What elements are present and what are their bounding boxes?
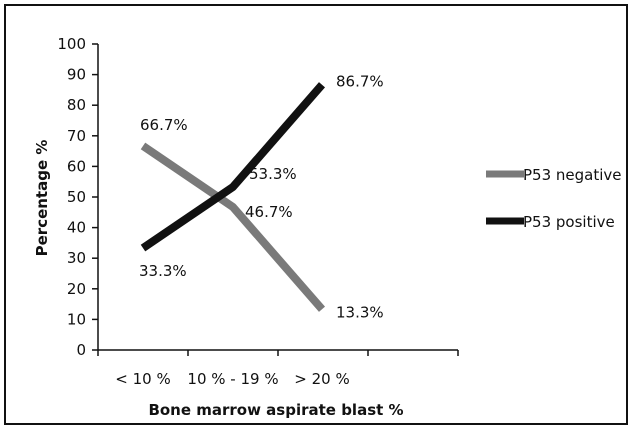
series-lines [140,82,326,312]
x-tick-label: < 10 % [115,370,170,388]
series-line-p53-negative [140,142,326,312]
x-tick-label: 10 % - 19 % [187,370,278,388]
y-tick-label: 70 [67,127,86,145]
data-label: 46.7% [245,203,293,221]
y-tick-label: 10 [67,310,86,328]
legend: P53 negative P53 positive [486,166,622,231]
x-tick-labels: < 10 % 10 % - 19 % > 20 % [115,370,349,388]
series-line-p53-positive [140,82,326,252]
data-labels: 66.7% 46.7% 13.3% 33.3% 53.3% 86.7% [139,73,384,322]
y-tick-label: 30 [67,249,86,267]
y-tick-label: 60 [67,157,86,175]
data-label: 53.3% [249,165,297,183]
legend-label-p53-positive: P53 positive [523,213,615,231]
data-label: 13.3% [336,303,384,321]
y-tick-label: 20 [67,280,86,298]
y-tick-label: 100 [57,35,86,53]
y-tick-label: 50 [67,188,86,206]
y-tick-labels: 0 10 20 30 40 50 60 70 80 90 100 [57,35,86,359]
data-label: 66.7% [140,116,188,134]
x-axis-title: Bone marrow aspirate blast % [148,401,403,419]
y-tick-label: 40 [67,219,86,237]
legend-label-p53-negative: P53 negative [523,166,622,184]
x-tick-label: > 20 % [294,370,349,388]
y-axis-title: Percentage % [33,140,51,257]
y-tick-label: 90 [67,66,86,84]
data-label: 33.3% [139,262,187,280]
axes [92,43,459,356]
y-tick-label: 80 [67,96,86,114]
chart-frame [4,4,628,425]
data-label: 86.7% [336,73,384,91]
y-tick-label: 0 [76,341,86,359]
